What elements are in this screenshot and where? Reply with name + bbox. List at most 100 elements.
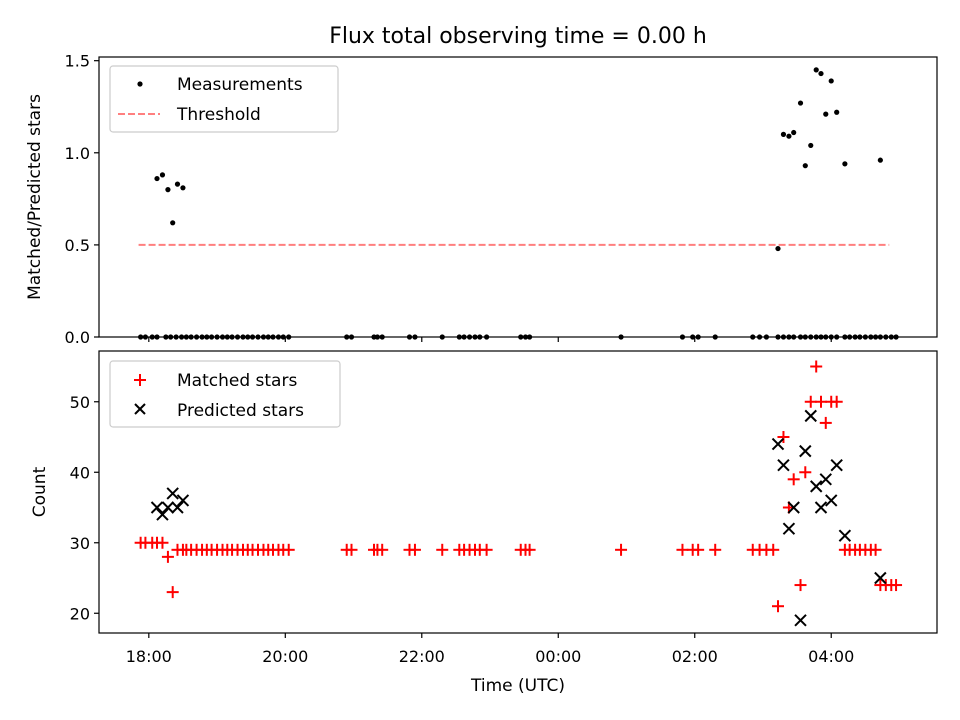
measurement-point xyxy=(802,163,808,169)
predicted-star-point xyxy=(830,459,843,472)
predicted-star-b xyxy=(171,501,184,514)
measurement-point xyxy=(813,67,819,73)
matched-star-point xyxy=(890,579,903,592)
measurement-point xyxy=(818,70,824,77)
predicted-star-point xyxy=(771,437,785,451)
matched-star-point xyxy=(480,543,493,556)
matched-star-point xyxy=(767,543,780,556)
bottom-y-tick-label: 30 xyxy=(70,534,90,553)
top-legend: Measurements Threshold xyxy=(109,65,339,133)
predicted-star-point xyxy=(176,494,190,507)
bottom-y-tick-label: 50 xyxy=(70,393,90,412)
predicted-star-b xyxy=(838,529,852,542)
bottom-x-tick-label: 18:00 xyxy=(126,647,172,666)
matched-star-point xyxy=(819,416,832,429)
bottom-legend-box xyxy=(109,360,341,428)
measurement-point xyxy=(828,78,834,84)
predicted-star-b xyxy=(161,501,175,514)
bottom-x-ticks: 18:00 20:00 22:00 00:00 02:00 04:00 xyxy=(126,633,854,666)
bottom-y-ticks: 20 30 40 50 xyxy=(70,393,99,623)
chart-title: Flux total observing time = 0.00 h xyxy=(329,24,707,49)
measurement-point xyxy=(791,129,797,136)
measurement-point xyxy=(174,181,181,187)
matched-star-point xyxy=(523,543,536,556)
predicted-star-b xyxy=(787,501,800,514)
top-y-tick-label: 0.0 xyxy=(65,328,90,347)
measurement-point xyxy=(797,100,804,106)
predicted-star-point xyxy=(166,487,179,500)
matched-star-point xyxy=(777,431,790,444)
bottom-plot-area xyxy=(134,360,903,627)
matched-star-point xyxy=(408,543,421,556)
bottom-x-tick-label: 22:00 xyxy=(399,647,445,666)
top-axes-frame xyxy=(98,56,938,338)
predicted-star-point xyxy=(782,522,796,535)
matched-star-point xyxy=(161,550,174,563)
predicted-star-b xyxy=(814,501,828,514)
legend-threshold-label: Threshold xyxy=(176,105,261,125)
matched-star-point xyxy=(345,543,358,556)
bottom-x-tick-label: 00:00 xyxy=(535,647,581,666)
predicted-star-b xyxy=(819,473,832,486)
legend-measurements-label: Measurements xyxy=(177,75,303,95)
predicted-star-b xyxy=(830,459,843,472)
measurement-point xyxy=(180,185,186,191)
matched-star-point xyxy=(156,536,169,549)
predicted-star-point xyxy=(874,571,887,585)
top-y-ticks: 0.0 0.5 1.0 1.5 xyxy=(65,52,99,347)
bottom-y-tick-label: 40 xyxy=(70,463,90,482)
legend-measurement-marker xyxy=(137,81,143,87)
predicted-star-point xyxy=(161,501,175,514)
top-y-tick-label: 1.0 xyxy=(65,144,90,163)
predicted-star-point xyxy=(150,501,164,514)
measurement-point xyxy=(154,175,160,182)
predicted-star-point xyxy=(838,529,852,542)
predicted-star-b xyxy=(799,444,812,458)
predicted-star-point xyxy=(810,480,823,493)
predicted-star-b xyxy=(874,571,887,585)
bottom-y-axis-label: Count xyxy=(30,466,50,517)
top-y-tick-label: 0.5 xyxy=(65,236,90,255)
top-y-tick-label: 1.5 xyxy=(65,52,90,71)
matched-star-point xyxy=(810,360,823,373)
measurement-point xyxy=(170,220,176,226)
predicted-star-b xyxy=(166,487,179,500)
bottom-legend: Matched stars Predicted stars xyxy=(109,360,341,428)
matched-star-point xyxy=(794,579,807,592)
matched-star-point xyxy=(787,473,800,486)
measurement-point xyxy=(780,131,787,137)
predicted-star-b xyxy=(150,501,164,514)
top-panel: Flux total observing time = 0.00 h Match… xyxy=(25,24,938,347)
bottom-panel: Count Time (UTC) 20 30 40 50 18:00 20:00 22:0… xyxy=(30,350,938,696)
predicted-star-point xyxy=(794,614,807,627)
predicted-star-b xyxy=(794,614,807,627)
bottom-x-tick-label: 02:00 xyxy=(672,647,718,666)
measurement-point xyxy=(786,133,792,139)
top-legend-box xyxy=(109,65,339,133)
measurement-point xyxy=(877,157,883,163)
predicted-star-point xyxy=(804,409,817,423)
predicted-star-b xyxy=(771,437,785,451)
x-axis-label: Time (UTC) xyxy=(470,676,565,696)
bottom-axes-frame xyxy=(98,350,938,634)
top-x-ticks xyxy=(148,337,832,342)
predicted-star-point xyxy=(156,508,169,521)
top-plot-area xyxy=(138,67,899,340)
matched-star-point xyxy=(804,395,817,408)
measurement-point xyxy=(808,142,814,149)
matched-star-point xyxy=(869,543,882,556)
matched-star-point xyxy=(799,466,812,479)
matched-star-point xyxy=(436,543,449,556)
predicted-star-b xyxy=(176,494,190,507)
legend-matched-marker xyxy=(134,374,146,386)
matched-star-point xyxy=(166,586,179,599)
predicted-star-b xyxy=(156,508,169,521)
bottom-x-tick-label: 20:00 xyxy=(262,647,308,666)
legend-predicted-label: Predicted stars xyxy=(177,401,304,421)
bottom-y-tick-label: 20 xyxy=(70,604,90,623)
predicted-star-point xyxy=(787,501,800,514)
matched-star-point xyxy=(615,543,628,556)
matched-star-point xyxy=(709,543,722,556)
measurement-point xyxy=(823,111,829,117)
measurement-point xyxy=(842,161,848,167)
